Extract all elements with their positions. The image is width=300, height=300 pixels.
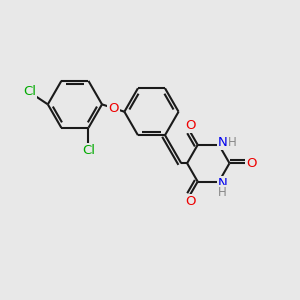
- Text: Cl: Cl: [23, 85, 36, 98]
- Text: N: N: [218, 136, 227, 149]
- Text: O: O: [108, 101, 119, 115]
- Text: H: H: [228, 136, 236, 149]
- Text: Cl: Cl: [82, 144, 95, 157]
- Text: N: N: [218, 177, 227, 190]
- Text: H: H: [218, 186, 227, 199]
- Text: O: O: [185, 118, 195, 132]
- Text: O: O: [246, 157, 256, 170]
- Text: O: O: [185, 195, 195, 208]
